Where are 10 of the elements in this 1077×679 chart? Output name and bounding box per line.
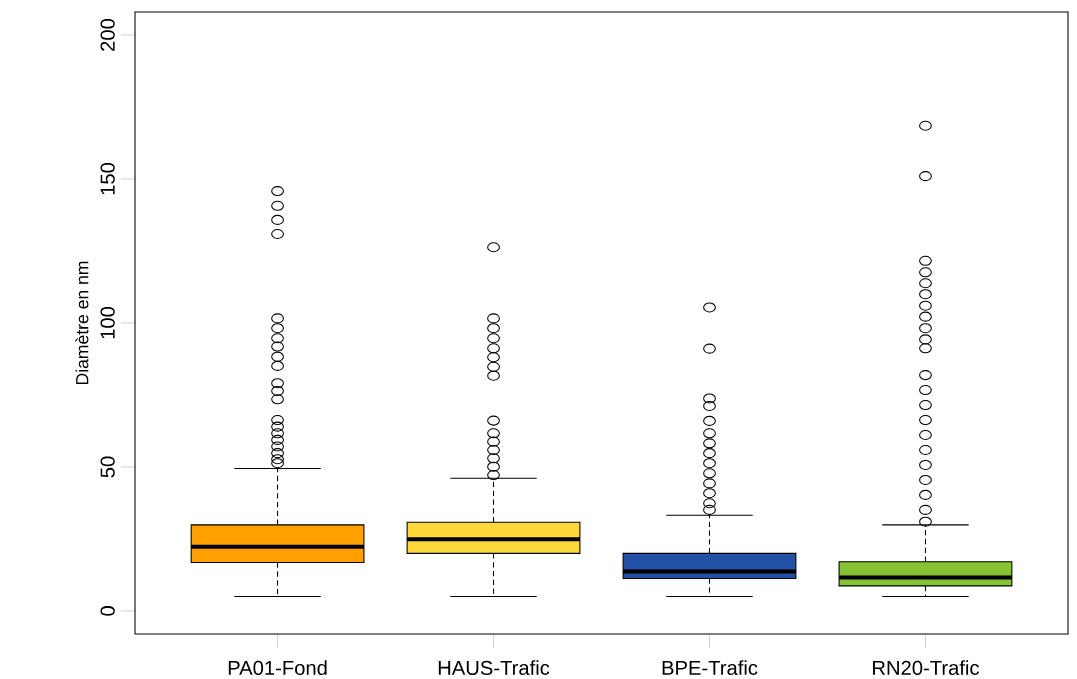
x-tick-label: BPE-Trafic [662, 660, 758, 676]
y-tick-label: 150 [100, 162, 115, 195]
y-tick-label: 200 [100, 18, 115, 51]
x-tick-label: RN20-Trafic [873, 660, 979, 676]
y-tick-label: 0 [100, 606, 115, 616]
x-tick-label: HAUS-Trafic [438, 660, 550, 676]
y-tick-label: 50 [100, 456, 115, 478]
x-tick-label: PA01-Fond [228, 660, 327, 676]
y-tick-label: 100 [100, 306, 115, 339]
y-axis-title: Diamètre en nm [75, 261, 89, 385]
